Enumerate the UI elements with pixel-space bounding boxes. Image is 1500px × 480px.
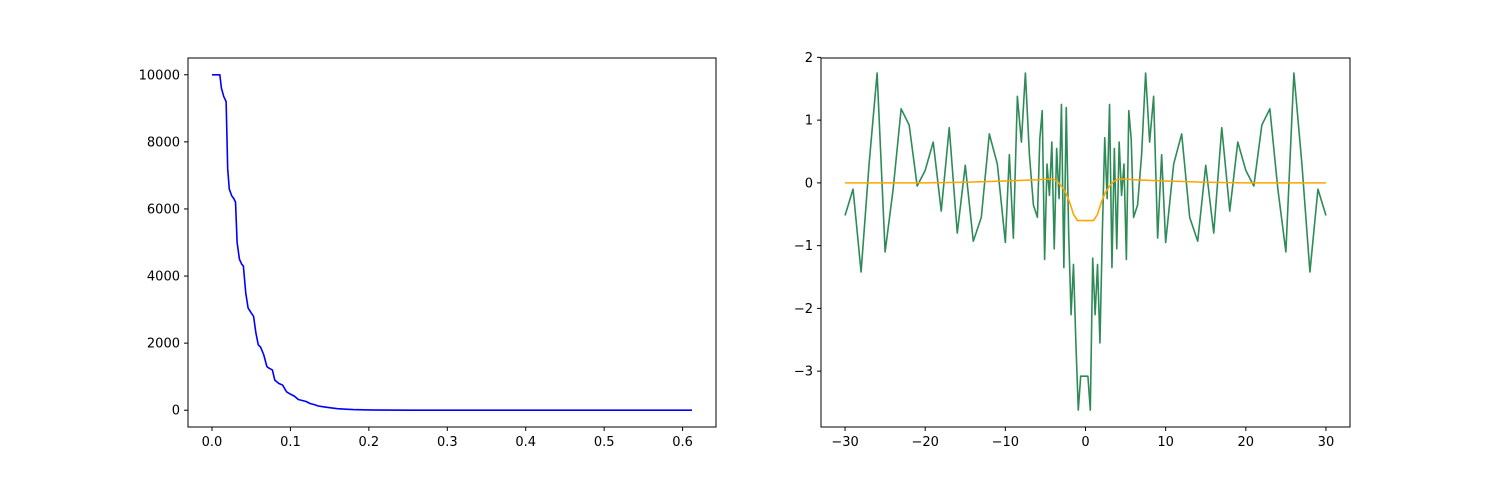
y-tick-label: −1 bbox=[794, 239, 813, 254]
x-tick-label: 0.4 bbox=[515, 435, 536, 450]
x-tick-label: 30 bbox=[1318, 435, 1335, 450]
x-tick-label: 0.3 bbox=[437, 435, 458, 450]
x-tick-label: 20 bbox=[1238, 435, 1255, 450]
y-tick-label: 6000 bbox=[147, 202, 180, 217]
y-tick-label: 8000 bbox=[147, 135, 180, 150]
y-tick-label: 0 bbox=[172, 404, 180, 419]
x-tick-label: 0.1 bbox=[280, 435, 301, 450]
y-tick-label: −3 bbox=[794, 365, 813, 380]
y-tick-label: 1 bbox=[805, 114, 813, 129]
series-line-1 bbox=[845, 178, 1326, 222]
y-tick-label: 2000 bbox=[147, 337, 180, 352]
x-tick-label: −10 bbox=[992, 435, 1019, 450]
y-tick-label: −2 bbox=[794, 302, 813, 317]
x-tick-label: −20 bbox=[911, 435, 938, 450]
x-tick-label: 10 bbox=[1157, 435, 1174, 450]
left-chart: 0.0 0.1 0.2 0.3 0.4 0.5 0.6 0 2000 4000 6000 8000 10… bbox=[139, 57, 717, 450]
x-tick-label: 0 bbox=[1081, 435, 1089, 450]
x-tick-label: 0.6 bbox=[672, 435, 693, 450]
y-tick-label: 10000 bbox=[139, 68, 180, 83]
y-tick-label: 2 bbox=[805, 51, 813, 66]
series-line-0 bbox=[844, 72, 1327, 411]
y-tick-label: 0 bbox=[805, 176, 813, 191]
y-tick-label: 4000 bbox=[147, 270, 180, 285]
x-tick-label: 0.2 bbox=[359, 435, 380, 450]
plot-frame bbox=[187, 57, 717, 428]
x-tick-label: 0.5 bbox=[594, 435, 615, 450]
series-line-0 bbox=[212, 73, 692, 412]
x-tick-label: −30 bbox=[831, 435, 858, 450]
x-tick-label: 0.0 bbox=[202, 435, 223, 450]
